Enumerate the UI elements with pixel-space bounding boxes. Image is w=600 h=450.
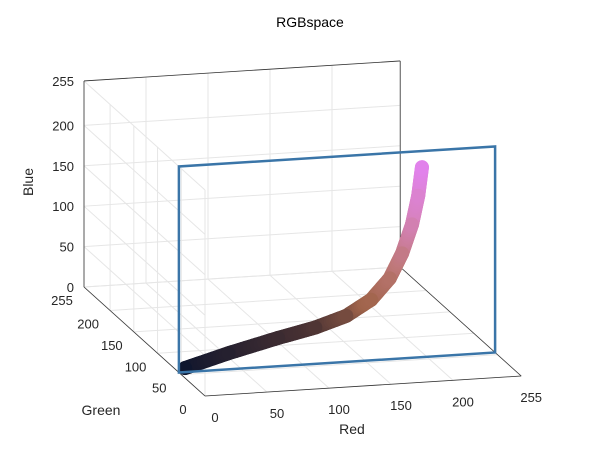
- data-point: [395, 246, 410, 261]
- z-tick-label: 50: [60, 240, 74, 255]
- grid-line: [157, 332, 474, 354]
- data-point: [308, 320, 323, 335]
- grid-line: [181, 354, 498, 376]
- x-tick-label: 255: [520, 390, 542, 405]
- y-tick-label: 0: [179, 402, 186, 417]
- y-tick-label: 200: [77, 317, 99, 332]
- x-tick-label: 50: [270, 406, 284, 421]
- data-curve: [178, 160, 429, 376]
- grid-line: [83, 125, 206, 235]
- data-point: [405, 217, 420, 232]
- y-tick-label: 150: [101, 338, 123, 353]
- grid-line: [83, 205, 206, 316]
- chart-title: RGBspace: [276, 14, 344, 30]
- z-tick-label: 200: [52, 118, 74, 133]
- axis-edge: [83, 60, 401, 82]
- axes-box: [83, 60, 522, 397]
- grid-line: [83, 226, 401, 248]
- grid-line: [83, 266, 401, 288]
- grid-line: [83, 104, 401, 126]
- grid-line: [83, 185, 401, 207]
- data-point: [271, 330, 286, 345]
- z-tick-label: 150: [52, 159, 74, 174]
- data-point: [382, 271, 397, 286]
- x-tick-label: 100: [328, 402, 350, 417]
- data-point: [221, 346, 236, 361]
- plane-outline: [177, 145, 497, 374]
- z-tick-label: 255: [52, 74, 74, 89]
- data-point: [364, 292, 379, 307]
- grid-line: [83, 80, 206, 191]
- grid-line: [83, 165, 206, 276]
- y-tick-label: 255: [51, 293, 73, 308]
- axis-edge: [204, 375, 522, 397]
- z-tick-label: 100: [52, 199, 74, 214]
- data-point: [414, 160, 429, 175]
- slice-plane: [177, 145, 497, 374]
- x-axis-label: Red: [339, 421, 365, 437]
- data-point: [339, 308, 354, 323]
- x-tick-label: 150: [390, 398, 412, 413]
- grid-line: [83, 246, 206, 356]
- grid-line: [145, 282, 268, 393]
- axis-edge: [83, 286, 206, 397]
- x-tick-label: 200: [452, 394, 474, 409]
- data-point: [411, 188, 426, 203]
- z-tick-label: 0: [67, 280, 74, 295]
- y-axis-label: Green: [82, 402, 121, 418]
- tick-labels: 0005050501001001001501501502002002002552…: [51, 74, 542, 425]
- grid-line: [331, 270, 454, 381]
- grid-line: [269, 274, 392, 385]
- axis-edge: [399, 266, 522, 377]
- y-tick-label: 50: [152, 381, 166, 396]
- z-axis-label: Blue: [20, 168, 36, 196]
- grid-line: [133, 311, 451, 333]
- x-tick-label: 0: [211, 410, 218, 425]
- grid-line: [83, 145, 401, 167]
- y-tick-label: 100: [125, 359, 147, 374]
